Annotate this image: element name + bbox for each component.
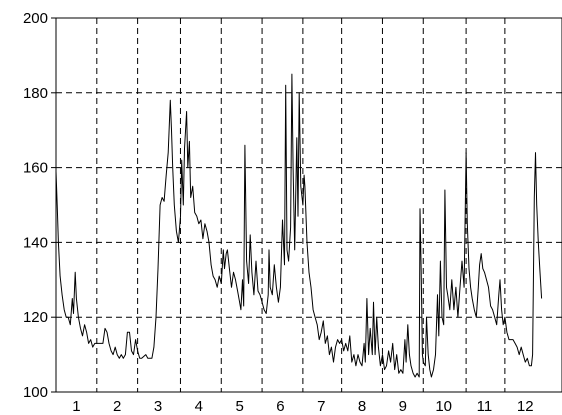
y-tick-label-0: 100 (23, 384, 48, 401)
x-axis-ticks: 1 2 3 4 5 6 7 8 9 10 11 12 (72, 398, 533, 415)
x-tick-label-2: 3 (154, 398, 162, 415)
x-tick-label-11: 12 (517, 398, 534, 415)
y-tick-label-5: 200 (23, 10, 48, 27)
y-tick-label-2: 140 (23, 234, 48, 251)
grid-lines (56, 18, 562, 392)
x-tick-label-1: 2 (113, 398, 121, 415)
series-line-0 (55, 73, 543, 378)
y-tick-label-4: 180 (23, 85, 48, 102)
x-tick-label-5: 6 (276, 398, 284, 415)
x-tick-label-3: 4 (195, 398, 203, 415)
y-tick-label-1: 120 (23, 309, 48, 326)
x-tick-label-9: 10 (435, 398, 452, 415)
y-tick-label-3: 160 (23, 160, 48, 177)
x-tick-label-10: 11 (477, 398, 493, 415)
plot-frame (55, 17, 562, 393)
y-axis-ticks: 100 120 140 160 180 200 (23, 10, 56, 401)
x-tick-label-6: 7 (317, 398, 325, 415)
series-group (55, 73, 543, 378)
x-tick-label-8: 9 (399, 398, 407, 415)
x-tick-label-7: 8 (358, 398, 366, 415)
x-tick-label-0: 1 (72, 398, 80, 415)
x-tick-label-4: 5 (235, 398, 243, 415)
